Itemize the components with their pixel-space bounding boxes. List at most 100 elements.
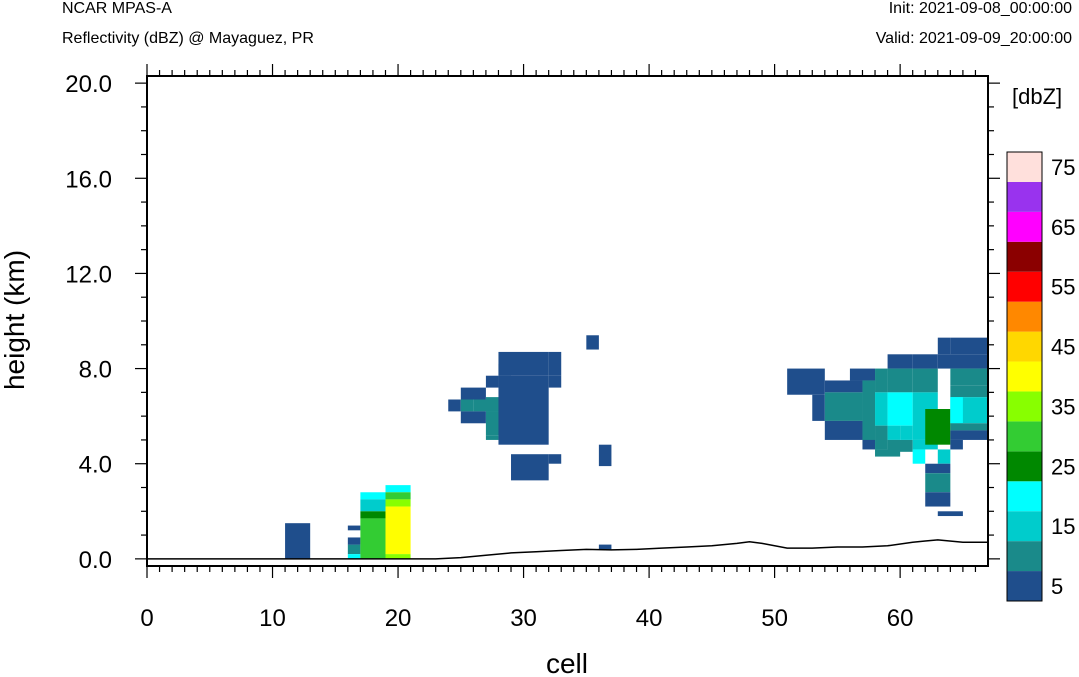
colorbar-swatch xyxy=(1007,481,1042,512)
reflectivity-cell xyxy=(925,409,951,445)
reflectivity-cell xyxy=(937,511,963,517)
reflectivity-cell xyxy=(925,492,951,507)
x-tick-labels: 0 10 20 30 40 50 60 xyxy=(140,605,913,632)
x-tick-label: 40 xyxy=(636,605,663,632)
valid-time: Valid: 2021-09-09_20:00:00 xyxy=(875,30,1072,47)
y-tick-label: 16.0 xyxy=(65,166,112,193)
x-tick-label: 10 xyxy=(259,605,286,632)
reflectivity-cell xyxy=(875,449,901,457)
reflectivity-cell xyxy=(950,423,988,431)
reflectivity-cell xyxy=(887,392,913,426)
reflectivity-cell xyxy=(385,492,411,500)
reflectivity-cell xyxy=(285,523,311,559)
reflectivity-cell xyxy=(460,411,486,424)
init-time: Init: 2021-09-08_00:00:00 xyxy=(888,0,1072,17)
reflectivity-cell xyxy=(347,537,361,545)
x-tick-label: 20 xyxy=(385,605,412,632)
reflectivity-cell xyxy=(347,525,361,531)
y-tick-label: 4.0 xyxy=(79,452,112,479)
x-axis-title: cell xyxy=(546,648,588,677)
model-title: NCAR MPAS-A xyxy=(62,0,172,17)
reflectivity-cell xyxy=(887,439,913,452)
colorbar-label: 75 xyxy=(1051,155,1075,180)
colorbar-swatch xyxy=(1007,241,1042,272)
colorbar-title: [dbZ] xyxy=(1012,84,1062,109)
reflectivity-cell xyxy=(887,368,913,393)
reflectivity-cell xyxy=(887,354,913,369)
reflectivity-cell xyxy=(950,439,963,450)
reflectivity-cell xyxy=(925,473,951,493)
reflectivity-cell xyxy=(912,368,938,393)
y-tick-label: 12.0 xyxy=(65,261,112,288)
reflectivity-cell xyxy=(511,454,549,481)
reflectivity-cell xyxy=(360,499,386,512)
reflectivity-cell xyxy=(950,385,988,398)
colorbar-swatch xyxy=(1007,271,1042,302)
reflectivity-cell xyxy=(937,337,951,355)
colorbar-swatch xyxy=(1007,541,1042,572)
reflectivity-cell xyxy=(598,444,612,467)
colorbar-frame xyxy=(1006,151,1043,602)
colorbar-label: 45 xyxy=(1051,335,1075,360)
colorbar-label: 25 xyxy=(1051,454,1075,479)
reflectivity-cell xyxy=(548,375,562,388)
reflectivity-cell xyxy=(460,387,486,400)
colorbar-swatch xyxy=(1007,421,1042,452)
colorbar-swatch xyxy=(1007,331,1042,362)
colorbar-label: 5 xyxy=(1051,574,1063,599)
reflectivity-cell xyxy=(498,375,549,445)
reflectivity-cell xyxy=(347,554,361,559)
reflectivity-cell xyxy=(875,392,888,426)
y-tick-label: 8.0 xyxy=(79,357,112,384)
reflectivity-cell xyxy=(347,544,361,555)
reflectivity-cell xyxy=(875,368,888,393)
y-axis-title: height (km) xyxy=(0,250,30,390)
reflectivity-cell xyxy=(385,499,411,507)
field-subtitle: Reflectivity (dBZ) @ Mayaguez, PR xyxy=(62,30,314,47)
reflectivity-cell xyxy=(900,425,913,440)
plot-frame xyxy=(146,75,989,567)
reflectivity-cell xyxy=(950,337,988,355)
reflectivity-cell xyxy=(448,399,461,412)
reflectivity-cell xyxy=(787,368,825,395)
reflectivity-cell xyxy=(950,397,963,424)
reflectivity-cell xyxy=(824,420,863,440)
reflectivity-cell xyxy=(862,439,876,450)
colorbar-swatch xyxy=(1007,391,1042,422)
reflectivity-cell xyxy=(937,354,988,369)
reflectivity-cell xyxy=(887,425,901,440)
reflectivity-cell xyxy=(950,430,988,440)
reflectivity-cell xyxy=(925,463,951,474)
reflectivity-cell xyxy=(586,335,599,350)
colorbar-swatch xyxy=(1007,571,1042,601)
reflectivity-cell xyxy=(385,485,411,493)
reflectivity-cell xyxy=(360,511,386,519)
x-tick-label: 30 xyxy=(510,605,537,632)
reflectivity-cell xyxy=(812,394,825,421)
reflectivity-cell xyxy=(548,454,562,464)
reflectivity-cell xyxy=(385,554,411,559)
y-tick-label: 20.0 xyxy=(65,71,112,98)
colorbar-label: 15 xyxy=(1051,514,1075,539)
y-tick-label: 0.0 xyxy=(79,547,112,574)
colorbar-swatch xyxy=(1007,511,1042,542)
x-tick-label: 50 xyxy=(761,605,788,632)
reflectivity-cell xyxy=(875,425,888,450)
colorbar-swatch xyxy=(1007,301,1042,332)
reflectivity-cell xyxy=(912,354,938,369)
reflectivity-cell xyxy=(548,351,562,376)
reflectivity-cell xyxy=(824,392,863,421)
reflectivity-cell xyxy=(360,518,386,559)
colorbar-label: 55 xyxy=(1051,275,1075,300)
reflectivity-cell xyxy=(950,368,988,386)
colorbar-swatch xyxy=(1007,181,1042,212)
terrain-line-path xyxy=(147,539,988,560)
reflectivity-cell xyxy=(485,435,499,440)
x-tick-label: 0 xyxy=(140,605,153,632)
y-tick-labels: 0.0 4.0 8.0 12.0 16.0 20.0 xyxy=(65,71,112,574)
reflectivity-cell xyxy=(849,368,876,381)
reflectivity-cells xyxy=(285,335,988,559)
colorbar-swatch xyxy=(1007,211,1042,242)
reflectivity-cell xyxy=(824,380,863,393)
